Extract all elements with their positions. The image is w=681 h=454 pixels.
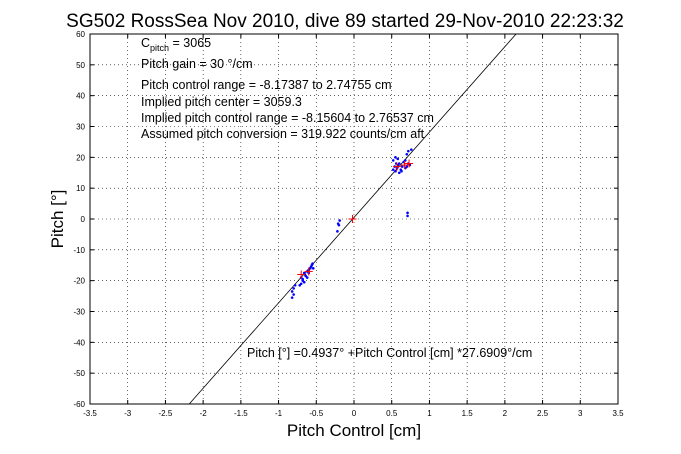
x-tick-label: 1 [427, 409, 432, 418]
data-point [400, 165, 404, 168]
data-point [311, 262, 314, 266]
fit-point-marker [304, 267, 313, 276]
x-axis-label: Pitch Control [cm] [287, 421, 421, 440]
data-point [309, 265, 313, 269]
cpitch-label: Cpitch = 3065 [141, 36, 211, 53]
data-point [301, 279, 305, 282]
y-tick-label: -10 [73, 246, 85, 255]
data-point [338, 219, 341, 222]
y-axis-label: Pitch [°] [48, 190, 67, 249]
x-tick-label: 0.5 [386, 409, 398, 418]
data-point [305, 276, 309, 279]
cpitch-value: = 3065 [169, 36, 211, 50]
y-tick-label: 40 [76, 92, 85, 101]
data-point [410, 148, 413, 151]
y-tick-label: 10 [76, 184, 85, 193]
data-point [290, 290, 294, 293]
data-point [391, 159, 395, 162]
y-tick-label: 50 [76, 61, 85, 70]
x-tick-label: 3 [578, 409, 583, 418]
data-point [405, 152, 409, 156]
data-point [406, 214, 409, 218]
axis-ticks: -3.5 -3 -2.5 -2 -1.5 -1 -0.5 0 0.5 1 1.5 2 2.5 3 3.5 -6… [73, 30, 624, 418]
cpitch-subscript: pitch [150, 43, 169, 53]
x-tick-label: 1.5 [462, 409, 474, 418]
x-tick-label: 2 [503, 409, 508, 418]
y-tick-label: -50 [73, 369, 85, 378]
annotation-implied-control-range: Implied pitch control range = -8.15604 t… [141, 111, 434, 125]
data-point [290, 296, 294, 299]
x-tick-label: -3.5 [83, 409, 97, 418]
y-tick-label: -30 [73, 308, 85, 317]
x-tick-label: -2 [200, 409, 208, 418]
x-tick-label: -1.5 [234, 409, 248, 418]
fit-point-marker [405, 159, 414, 168]
x-tick-label: 0 [352, 409, 357, 418]
y-tick-label: 30 [76, 123, 85, 132]
fit-equation: Pitch [°] =0.4937° +Pitch Control [cm] *… [247, 346, 532, 360]
x-tick-label: -3 [124, 409, 132, 418]
data-point [396, 157, 400, 161]
y-tick-label: -60 [73, 400, 85, 409]
fit-point-marker [348, 215, 357, 223]
y-tick-label: -20 [73, 277, 85, 286]
annotation-pitch-control-range: Pitch control range = -8.17387 to 2.7475… [141, 78, 392, 92]
data-point [293, 283, 297, 287]
data-point [311, 267, 315, 270]
data-points [290, 148, 414, 299]
data-point [406, 211, 409, 215]
y-tick-label: 0 [81, 215, 86, 224]
data-point [298, 283, 301, 287]
y-tick-label: 60 [76, 30, 85, 39]
data-point [336, 230, 339, 233]
data-point [336, 222, 340, 225]
data-point [302, 271, 306, 275]
fit-point-marker [400, 161, 409, 170]
fit-point-marker [297, 270, 306, 279]
x-tick-label: 2.5 [537, 409, 549, 418]
y-tick-label: 20 [76, 153, 85, 162]
x-tick-label: -2.5 [159, 409, 173, 418]
data-point [391, 168, 395, 171]
data-point [394, 156, 397, 159]
data-point [405, 165, 409, 168]
data-point [292, 287, 295, 290]
data-point [400, 169, 403, 173]
annotation-pitch-conversion: Assumed pitch conversion = 319.922 count… [141, 127, 425, 141]
x-tick-label: -0.5 [309, 409, 323, 418]
data-point [292, 293, 295, 296]
data-point [407, 149, 410, 153]
annotation-pitch-gain: Pitch gain = 30 °/cm [141, 57, 253, 71]
chart-title: SG502 RossSea Nov 2010, dive 89 started … [66, 11, 624, 32]
annotation-implied-pitch-center: Implied pitch center = 3059.3 [141, 95, 302, 109]
cpitch-main: C [141, 36, 150, 50]
x-tick-label: 3.5 [612, 409, 624, 418]
fit-point-marker [392, 162, 401, 171]
x-tick-label: -1 [275, 409, 283, 418]
annotations: Cpitch = 3065 Pitch gain = 30 °/cm Pitch… [141, 36, 532, 360]
data-point [397, 171, 401, 175]
data-point [397, 162, 401, 165]
data-point [394, 169, 397, 173]
y-tick-label: -40 [73, 338, 85, 347]
grid [90, 34, 618, 404]
